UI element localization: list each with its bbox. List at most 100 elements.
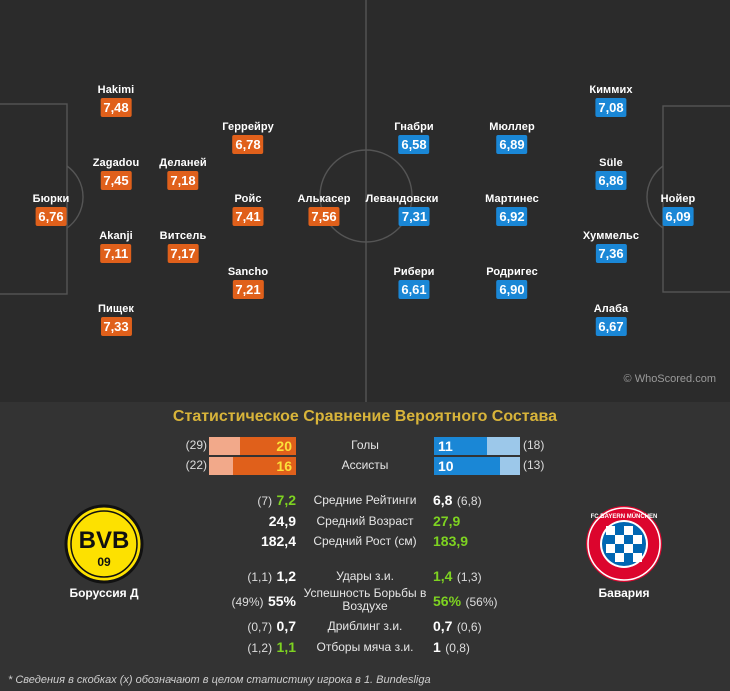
away-bar-fill xyxy=(434,437,488,455)
player-alaba[interactable]: Алаба 6,67 xyxy=(594,303,628,336)
home-value: 0,7 xyxy=(276,618,296,634)
home-bar-fill xyxy=(232,457,296,475)
player-name: Деланей xyxy=(159,157,207,169)
away-stat-bar: 11 xyxy=(434,437,520,455)
player-suele[interactable]: Süle 6,86 xyxy=(595,157,627,190)
player-hummels[interactable]: Хуммельс 7,36 xyxy=(583,230,639,263)
player-lewandowski[interactable]: Левандовски 7,31 xyxy=(366,193,439,226)
player-rating: 7,31 xyxy=(398,207,430,226)
away-value: 11 xyxy=(438,438,453,454)
away-value: 6,8 xyxy=(433,492,453,508)
player-name: Ройс xyxy=(234,193,262,205)
away-parenthetical: (0,6) xyxy=(456,620,482,634)
stat-label: Отборы мяча з.и. xyxy=(316,640,414,654)
player-rating: 6,90 xyxy=(496,280,528,299)
player-name: Гнабри xyxy=(394,121,434,133)
player-name: Мартинес xyxy=(485,193,539,205)
away-parenthetical: (18) xyxy=(523,438,545,452)
home-value: 20 xyxy=(276,438,292,454)
player-name: Sancho xyxy=(227,266,269,278)
stat-row-avg-age: 24,9 Средний Возраст 27,9 xyxy=(0,513,730,531)
player-name: Пищек xyxy=(97,303,135,315)
player-martinez[interactable]: Мартинес 6,92 xyxy=(485,193,539,226)
player-akanji[interactable]: Akanji 7,11 xyxy=(99,230,133,263)
away-value: 183,9 xyxy=(433,533,469,549)
player-rating: 7,18 xyxy=(167,171,199,190)
stat-row-aerial: (49%) 55% Успешность Борьбы в Воздухе 56… xyxy=(0,587,730,613)
player-ribery[interactable]: Рибери 6,61 xyxy=(393,266,434,299)
stat-row-avg-height: 182,4 Средний Рост (см) 183,9 xyxy=(0,533,730,551)
player-rating: 6,78 xyxy=(232,135,264,154)
player-reus[interactable]: Ройс 7,41 xyxy=(232,193,264,226)
player-piszczek[interactable]: Пищек 7,33 xyxy=(98,303,134,336)
away-value: 27,9 xyxy=(433,513,461,529)
player-name: Мюллер xyxy=(489,121,535,133)
player-guerreiro[interactable]: Геррейру 6,78 xyxy=(222,121,274,154)
fc-bayern-logo-icon: FC BAYERN MÜNCHEN xyxy=(586,506,662,582)
away-value: 10 xyxy=(438,458,454,474)
player-gnabry[interactable]: Гнабри 6,58 xyxy=(394,121,434,154)
player-kimmich[interactable]: Киммих 7,08 xyxy=(589,84,633,117)
away-club-name: Бавария xyxy=(598,586,650,600)
stat-row-shots: (1,1) 1,2 Удары з.и. 1,4 (1,3) xyxy=(0,568,730,586)
player-witsel[interactable]: Витсель 7,17 xyxy=(160,230,207,263)
stat-label: Дриблинг з.и. xyxy=(327,619,403,633)
player-mueller[interactable]: Мюллер 6,89 xyxy=(489,121,535,154)
player-rating: 7,11 xyxy=(100,244,132,263)
home-parenthetical: (0,7) xyxy=(247,620,273,634)
home-value: 1,2 xyxy=(276,568,296,584)
bvb-logo-icon: BVB 09 xyxy=(64,504,144,584)
fc-bayern-logo-text: FC BAYERN MÜNCHEN xyxy=(591,513,658,520)
player-rating: 6,76 xyxy=(35,207,67,226)
home-value: 7,2 xyxy=(276,492,296,508)
stats-title: Статистическое Сравнение Вероятного Сост… xyxy=(172,408,558,425)
player-name: Süle xyxy=(599,157,623,169)
away-parenthetical: (6,8) xyxy=(456,494,482,508)
away-value: 1,4 xyxy=(433,568,453,584)
player-rodriguez[interactable]: Родригес 6,90 xyxy=(486,266,538,299)
away-parenthetical: (1,3) xyxy=(456,570,482,584)
home-parenthetical: (49%) xyxy=(231,595,264,609)
player-name: Алаба xyxy=(593,303,629,315)
player-name: Витсель xyxy=(159,230,207,242)
away-stat-bar: 10 xyxy=(434,457,520,475)
player-name: Zagadou xyxy=(92,157,140,169)
away-value: 56% xyxy=(433,593,462,609)
player-rating: 7,08 xyxy=(595,98,627,117)
footnote: * Сведения в скобках (x) обозначают в це… xyxy=(8,674,431,686)
stat-row-dribbling: (0,7) 0,7 Дриблинг з.и. 0,7 (0,6) xyxy=(0,618,730,636)
player-rating: 6,89 xyxy=(496,135,528,154)
player-sancho[interactable]: Sancho 7,21 xyxy=(228,266,268,299)
player-rating: 6,86 xyxy=(595,171,627,190)
pitch-markings xyxy=(0,0,730,402)
stat-row-tackles: (1,2) 1,1 Отборы мяча з.и. 1 (0,8) xyxy=(0,639,730,657)
pitch: Hakimi 7,48 Zagadou 7,45 Akanji 7,11 Пищ… xyxy=(0,0,730,402)
player-buerki[interactable]: Бюрки 6,76 xyxy=(33,193,70,226)
home-parenthetical: (1,2) xyxy=(247,641,273,655)
player-name: Левандовски xyxy=(365,193,439,205)
player-rating: 7,48 xyxy=(100,98,132,117)
stat-label: Голы xyxy=(351,438,379,452)
player-alcacer[interactable]: Алькасер 7,56 xyxy=(297,193,350,226)
player-name: Киммих xyxy=(589,84,633,96)
home-parenthetical: (1,1) xyxy=(247,570,273,584)
player-rating: 7,36 xyxy=(595,244,627,263)
home-value: 24,9 xyxy=(268,513,296,529)
player-delaney[interactable]: Деланей 7,18 xyxy=(159,157,207,190)
player-neuer[interactable]: Нойер 6,09 xyxy=(661,193,696,226)
player-hakimi[interactable]: Hakimi 7,48 xyxy=(98,84,135,117)
home-stat-bar: 16 xyxy=(209,457,296,475)
player-name: Родригес xyxy=(486,266,538,278)
player-name: Рибери xyxy=(393,266,435,278)
home-stat-bar: 20 xyxy=(209,437,296,455)
player-rating: 7,45 xyxy=(100,171,132,190)
away-parenthetical: (56%) xyxy=(465,595,498,609)
player-rating: 7,56 xyxy=(308,207,340,226)
stat-label: Средний Рост (см) xyxy=(313,534,417,548)
home-bar-fill xyxy=(240,437,296,455)
stat-label: Средний Возраст xyxy=(316,514,414,528)
stats-panel: Статистическое Сравнение Вероятного Сост… xyxy=(0,402,730,691)
player-rating: 7,21 xyxy=(232,280,264,299)
player-zagadou[interactable]: Zagadou 7,45 xyxy=(93,157,140,190)
stat-row-goals: (29) 20 Голы 11 (18) xyxy=(0,437,730,455)
